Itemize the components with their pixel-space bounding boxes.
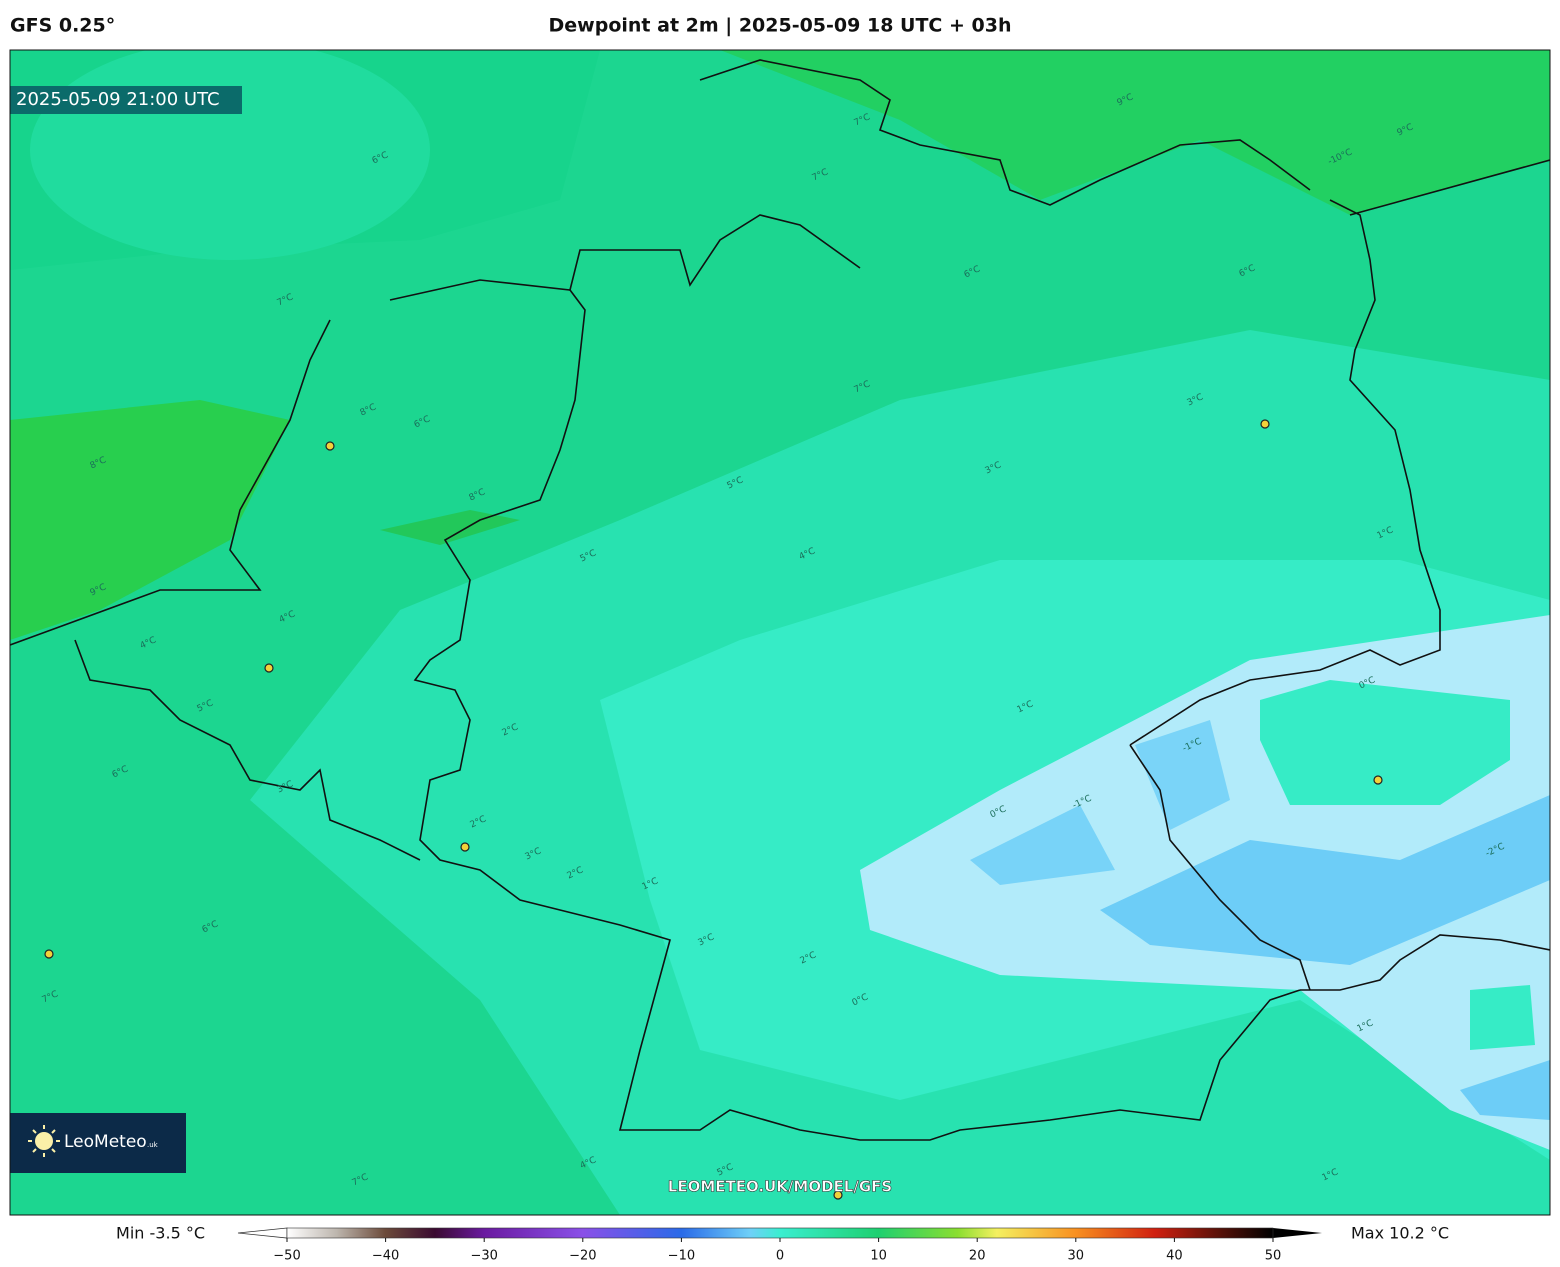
field-zone: [1135, 720, 1230, 830]
colorbar-tick-label: 50: [1265, 1249, 1282, 1264]
max-label: Max 10.2 °C: [1351, 1224, 1449, 1243]
colorbar-tick-label: −30: [470, 1249, 497, 1264]
colorbar-extend-high: [1273, 1228, 1322, 1238]
logo-sun: [28, 1125, 60, 1157]
field-zone: [30, 50, 430, 260]
colorbar-tick-label: 0: [776, 1249, 784, 1264]
map-title: Dewpoint at 2m | 2025-05-09 18 UTC + 03h: [549, 15, 1012, 37]
field-zone: [580, 50, 1550, 215]
city-marker: [44, 949, 54, 959]
min-label: Min -3.5 °C: [116, 1224, 205, 1243]
model-name: GFS 0.25°: [10, 15, 115, 37]
borders: [10, 59, 1550, 1141]
city-marker: [460, 842, 470, 852]
cities: [44, 419, 1383, 1200]
colorbar: −50 −40 −30 −20 −10 0 10 20 30 40 50: [237, 1227, 1322, 1264]
colorbar-tick-label: 40: [1166, 1249, 1183, 1264]
field-zone: [1470, 985, 1535, 1050]
city-marker: [325, 441, 335, 451]
field-zone: [1460, 1060, 1550, 1120]
field-zone: [970, 805, 1115, 885]
logo-name: LeoMeteo: [64, 1132, 147, 1152]
field-zone: [1260, 680, 1510, 805]
colorbar-tick-label: −40: [372, 1249, 399, 1264]
colorbar-extend-low: [237, 1227, 288, 1239]
city-marker: [1260, 419, 1270, 429]
colorbar-tick-label: −20: [569, 1249, 596, 1264]
watermark: LEOMETEO.UK/MODEL/GFS: [668, 1178, 892, 1196]
valid-time: 2025-05-09 21:00 UTC: [16, 89, 220, 110]
colorbar-ramp: [286, 1227, 1274, 1239]
city-marker: [264, 663, 274, 673]
map-frame: [9, 49, 1551, 1216]
city-marker: [1373, 775, 1383, 785]
colorbar-tick-label: −10: [668, 1249, 695, 1264]
time-badge: [10, 86, 242, 114]
city-marker: [833, 1190, 843, 1200]
colorbar-tick-label: 20: [969, 1249, 986, 1264]
logo-suffix: .uk: [147, 1141, 159, 1149]
field-zone: [10, 400, 290, 640]
colorbar-tick-label: 10: [870, 1249, 887, 1264]
colorbar-tick-label: 30: [1068, 1249, 1085, 1264]
map: 6°C7°C7°C7°C9°C9°C-10°C6°C 6°C8°C6°C7°C3°…: [10, 50, 1550, 1215]
colorbar-tick-label: −50: [273, 1249, 300, 1264]
field-zone: [1100, 795, 1550, 965]
